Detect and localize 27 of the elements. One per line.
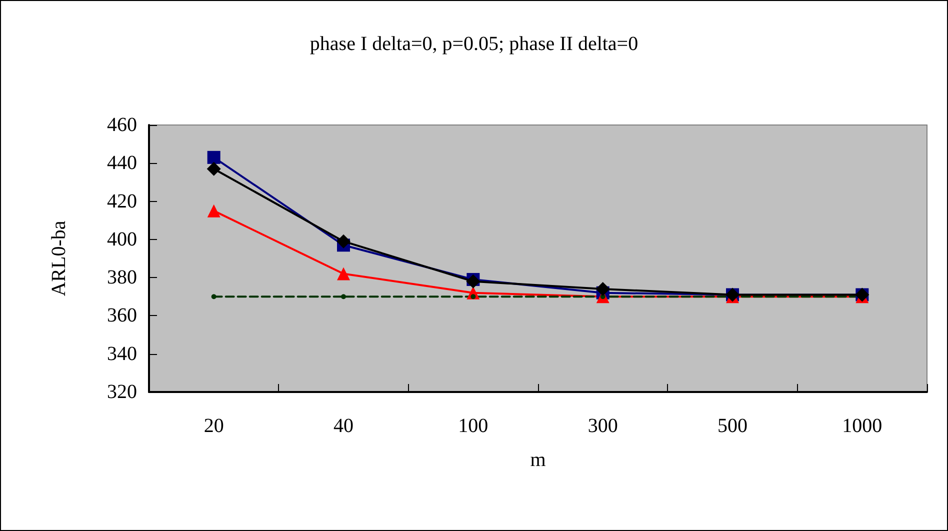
point: [470, 294, 476, 300]
x-tick-label: 300: [588, 415, 618, 437]
chart-title: phase I delta=0, p=0.05; phase II delta=0: [310, 33, 638, 55]
y-tick-label: 320: [107, 381, 137, 403]
y-tick-label: 360: [107, 304, 137, 327]
y-tick-label: 460: [107, 114, 137, 136]
x-tick-label: 500: [718, 415, 748, 437]
point: [206, 162, 221, 176]
y-tick-label: 340: [107, 342, 137, 365]
x-tick-label: 100: [458, 415, 488, 437]
x-tick-label: 40: [334, 415, 354, 437]
x-tick-label: 20: [204, 415, 224, 437]
x-axis-title: m: [530, 449, 546, 471]
point: [341, 294, 346, 300]
point: [336, 234, 350, 248]
y-tick-label: 440: [107, 152, 137, 174]
y-tick-label: 380: [107, 266, 137, 289]
point: [211, 294, 216, 300]
point: [337, 267, 350, 280]
y-tick-label: 400: [107, 228, 137, 250]
x-tick-label: 1000: [842, 415, 882, 437]
point: [207, 204, 220, 218]
point: [207, 150, 220, 164]
y-tick-label: 420: [107, 190, 137, 212]
y-axis-title: ARL0-ba: [48, 220, 70, 296]
point: [596, 282, 610, 296]
point: [466, 274, 480, 288]
